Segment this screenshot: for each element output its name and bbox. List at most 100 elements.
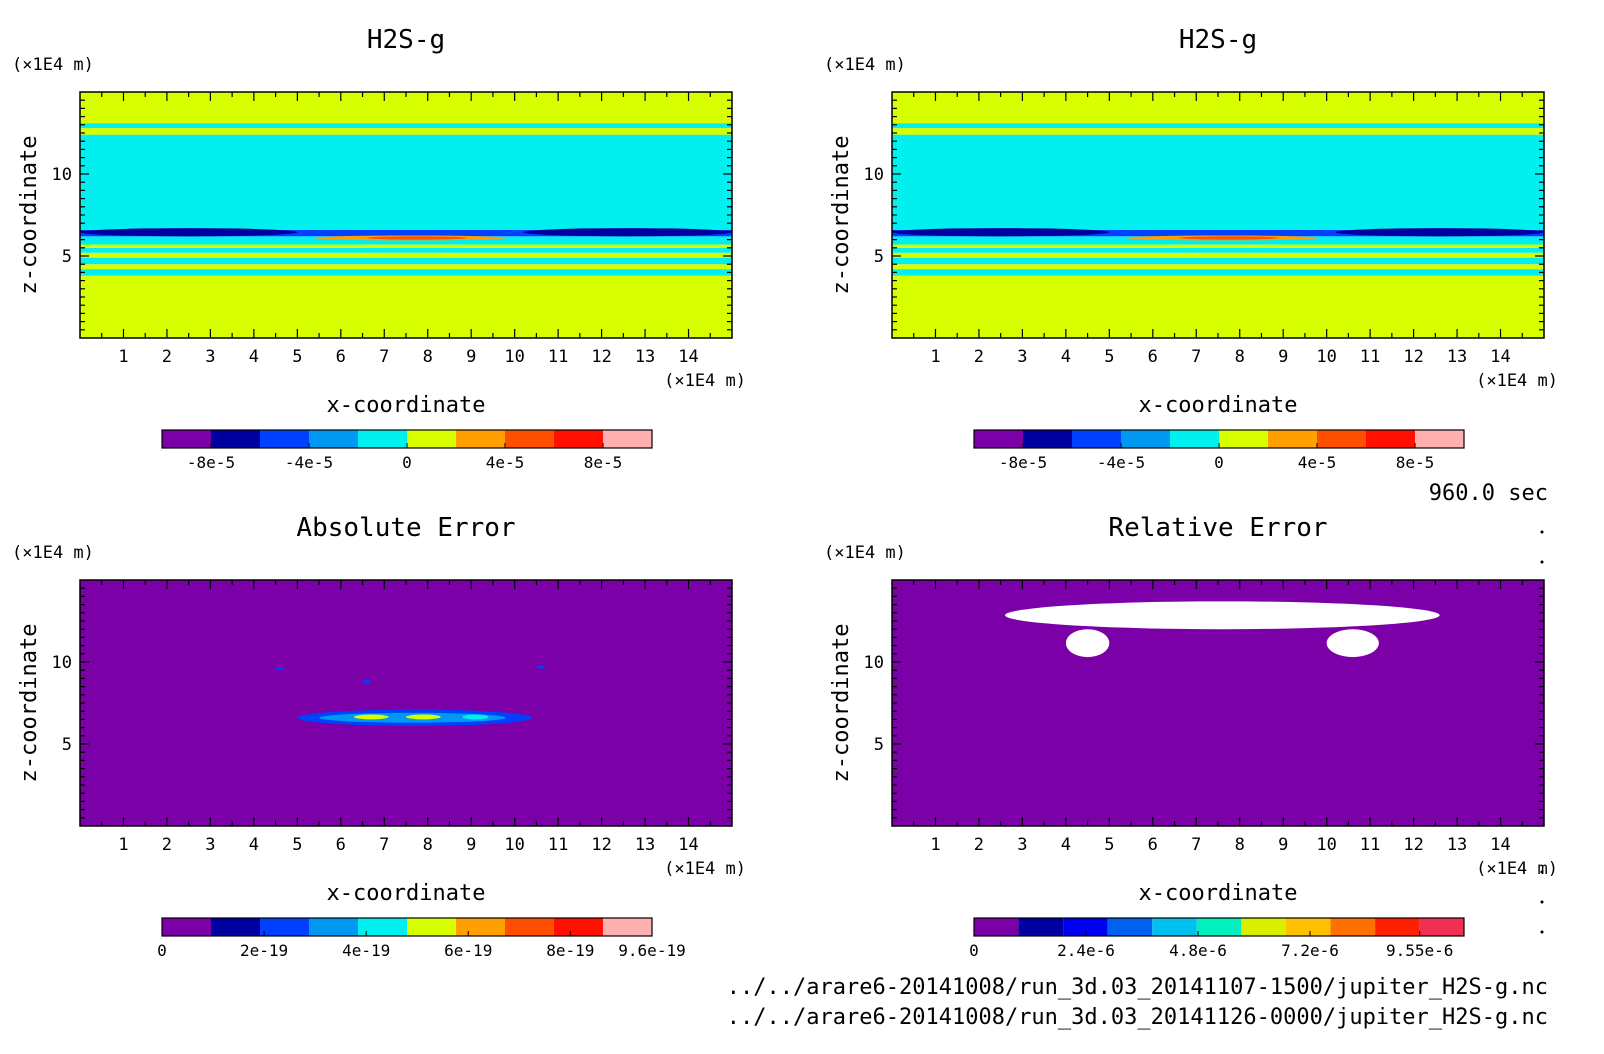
- heatmap-feature: [1065, 629, 1110, 658]
- x-unit-label: (×1E4 m): [664, 371, 746, 391]
- heatmap-band: [892, 269, 1544, 276]
- x-tick-label: 12: [591, 347, 611, 367]
- heatmap-band: [80, 244, 732, 248]
- colorbar-swatch: [211, 918, 260, 936]
- colorbar-tick-label: 8e-5: [584, 453, 623, 472]
- colorbar-tick-label: 0: [402, 453, 412, 472]
- y-axis-title: z-coordinate: [829, 136, 854, 295]
- heatmap-band: [80, 128, 732, 135]
- heatmap-band: [80, 92, 732, 124]
- x-tick-label: 9: [466, 347, 476, 367]
- colorbar-tick-label: 0: [969, 941, 979, 960]
- colorbar-swatch: [1268, 430, 1317, 448]
- x-tick-label: 2: [162, 347, 172, 367]
- time-label: 960.0 sec: [1429, 481, 1548, 506]
- colorbar-tick-label: 2.4e-6: [1057, 941, 1115, 960]
- colorbar-swatch: [358, 430, 407, 448]
- colorbar-swatch: [554, 430, 603, 448]
- x-tick-label: 8: [1235, 347, 1245, 367]
- y-unit-label: (×1E4 m): [824, 543, 906, 563]
- x-tick-label: 3: [205, 347, 215, 367]
- x-tick-label: 12: [1403, 347, 1423, 367]
- colorbar-swatch: [974, 918, 1019, 936]
- x-tick-label: 5: [292, 835, 302, 855]
- x-tick-label: 11: [1360, 835, 1380, 855]
- x-tick-label: 3: [1017, 835, 1027, 855]
- colorbar-swatch: [1063, 918, 1108, 936]
- y-axis-title: z-coordinate: [17, 624, 42, 783]
- chart-panel-3: Absolute Error(×1E4 m)1 2 3 4 5 6 7 8 9 10 11 12 13 1…: [12, 513, 746, 960]
- x-tick-label: 2: [162, 835, 172, 855]
- x-axis-title: x-coordinate: [1139, 881, 1298, 906]
- heatmap-band: [80, 229, 732, 237]
- y-tick-label: 5: [874, 735, 884, 755]
- heatmap-band: [80, 134, 732, 230]
- x-tick-label: 3: [205, 835, 215, 855]
- x-tick-label: 7: [1191, 347, 1201, 367]
- x-tick-label: 13: [1447, 347, 1467, 367]
- colorbar-swatch: [162, 430, 211, 448]
- heatmap-feature: [1005, 601, 1440, 630]
- heatmap-feature: [80, 228, 298, 237]
- x-tick-label: 14: [678, 347, 698, 367]
- heatmap-feature: [1178, 236, 1279, 240]
- x-tick-label: 6: [336, 347, 346, 367]
- colorbar-swatch: [407, 430, 456, 448]
- colorbar-swatch: [1023, 430, 1072, 448]
- x-tick-label: 14: [678, 835, 698, 855]
- colorbar-swatch: [456, 918, 505, 936]
- colorbar-tick-label: 7.2e-6: [1281, 941, 1339, 960]
- colorbar-swatch: [1121, 430, 1170, 448]
- colorbar-swatch: [1241, 918, 1286, 936]
- file-path-2: ../../arare6-20141008/run_3d.03_20141126…: [727, 1005, 1548, 1030]
- colorbar-swatch: [1219, 430, 1268, 448]
- colorbar-swatch: [456, 430, 505, 448]
- x-tick-label: 1: [118, 835, 128, 855]
- y-tick-label: 10: [864, 653, 884, 673]
- colorbar-tick-label: -4e-5: [1097, 453, 1145, 472]
- x-axis-title: x-coordinate: [327, 393, 486, 418]
- x-tick-label: 4: [249, 835, 259, 855]
- x-tick-label: 13: [1447, 835, 1467, 855]
- heatmap-feature: [406, 714, 441, 720]
- y-tick-label: 10: [52, 165, 72, 185]
- heatmap-band: [892, 229, 1544, 237]
- heatmap-feature: [275, 666, 285, 671]
- y-unit-label: (×1E4 m): [824, 55, 906, 75]
- x-tick-label: 1: [118, 347, 128, 367]
- colorbar-swatch: [603, 430, 652, 448]
- x-tick-label: 5: [1104, 347, 1114, 367]
- heatmap-band: [892, 244, 1544, 248]
- heatmap-band: [80, 257, 732, 265]
- colorbar-tick-label: 8e-19: [546, 941, 594, 960]
- colorbar-swatch: [260, 430, 309, 448]
- heatmap-feature: [1326, 629, 1379, 658]
- colorbar: -8e-5 -4e-5 0 4e-5 8e-5: [161, 429, 653, 472]
- colorbar-swatch: [162, 918, 211, 936]
- x-tick-label: 2: [974, 835, 984, 855]
- chart-title: H2S-g: [1179, 25, 1257, 55]
- x-tick-label: 7: [379, 347, 389, 367]
- heatmap-band: [80, 252, 732, 258]
- x-tick-label: 9: [466, 835, 476, 855]
- heatmap-feature: [362, 680, 372, 684]
- colorbar-tick-label: 6e-19: [444, 941, 492, 960]
- colorbar: -8e-5 -4e-5 0 4e-5 8e-5: [973, 429, 1465, 472]
- x-tick-label: 8: [423, 347, 433, 367]
- colorbar-swatch: [505, 430, 554, 448]
- x-tick-label: 13: [635, 347, 655, 367]
- chart-panel-1: H2S-g(×1E4 m)1 2 3 4 5 6 7 8 9 10 11 12 13 14510(×1E4…: [12, 25, 746, 472]
- colorbar-swatch: [1107, 918, 1153, 936]
- colorbar-swatch: [358, 918, 407, 936]
- x-tick-label: 3: [1017, 347, 1027, 367]
- chart-title: H2S-g: [367, 25, 445, 55]
- heatmap-band: [80, 580, 732, 826]
- colorbar-swatch: [1170, 430, 1219, 448]
- margin-dots: [1540, 530, 1544, 934]
- x-tick-label: 7: [1191, 835, 1201, 855]
- colorbar-swatch: [1375, 918, 1420, 936]
- x-tick-label: 6: [336, 835, 346, 855]
- x-tick-label: 10: [504, 347, 524, 367]
- heatmap-field: [80, 92, 732, 338]
- y-axis-title: z-coordinate: [829, 624, 854, 783]
